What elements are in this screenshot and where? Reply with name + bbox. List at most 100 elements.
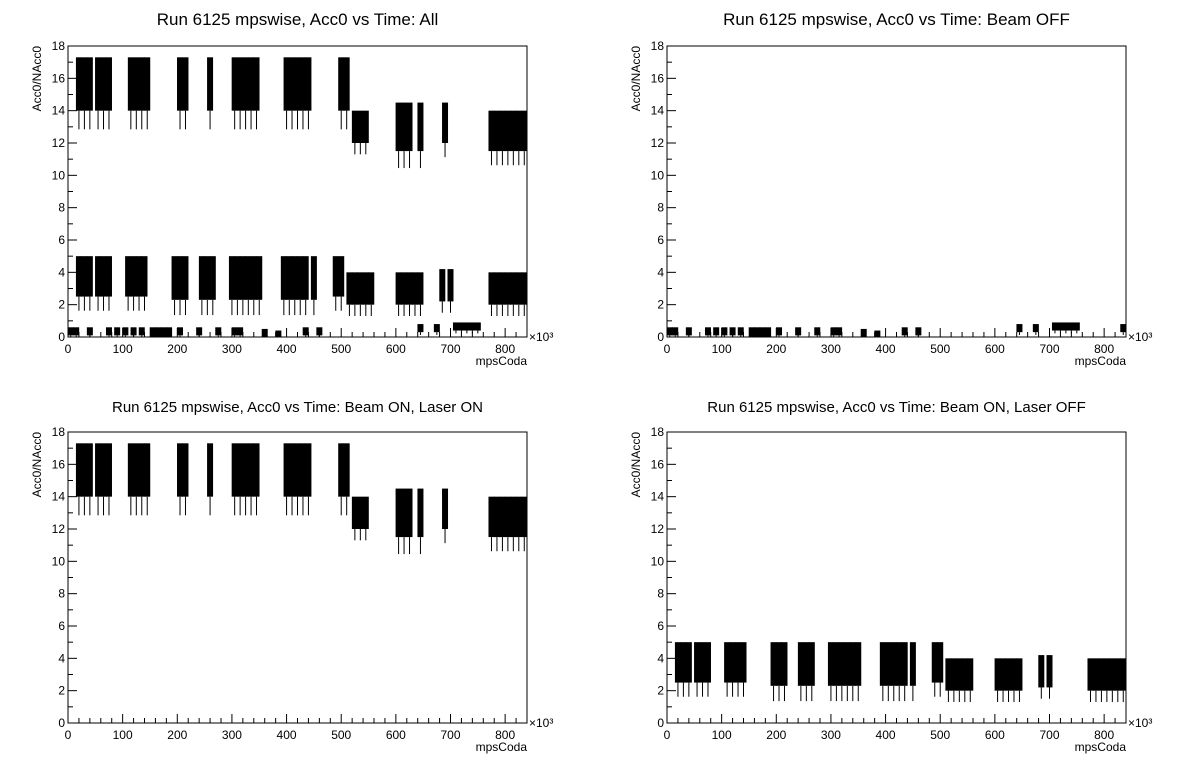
data-band	[253, 443, 260, 497]
data-band	[100, 57, 107, 111]
x-tick-label: 800	[495, 728, 515, 742]
x-tick-label: 200	[766, 728, 786, 742]
data-band	[81, 256, 88, 297]
y-tick-label: 8	[657, 587, 664, 601]
y-axis-label: Acc0/NAcc0	[629, 432, 643, 498]
data-band	[130, 327, 137, 336]
data-band	[144, 57, 151, 111]
data-band	[493, 496, 500, 538]
data-band	[198, 256, 205, 300]
data-band	[138, 57, 145, 111]
y-tick-label: 0	[657, 330, 664, 344]
data-band	[945, 658, 952, 691]
y-tick-label: 18	[52, 425, 66, 439]
data-band	[357, 496, 364, 529]
data-band	[310, 256, 317, 300]
chart-panel-4: Run 6125 mpswise, Acc0 vs Time: Beam ON,…	[629, 399, 1152, 754]
data-band	[343, 57, 350, 111]
x-tick-label: 400	[876, 728, 896, 742]
x-tick-label: 500	[331, 342, 351, 356]
y-tick-label: 4	[58, 651, 65, 665]
data-band	[351, 272, 358, 305]
data-band	[105, 57, 112, 111]
data-band	[338, 443, 345, 497]
data-band	[1046, 655, 1053, 688]
y-tick-label: 2	[657, 298, 664, 312]
data-band	[950, 658, 957, 691]
data-band	[759, 327, 766, 337]
data-band	[95, 256, 102, 297]
data-band	[234, 256, 241, 300]
data-band	[207, 57, 214, 111]
x-tick-label: 100	[113, 728, 133, 742]
data-band	[781, 642, 788, 686]
data-band	[860, 328, 867, 337]
data-band	[724, 642, 731, 683]
chart-panel-3: Run 6125 mpswise, Acc0 vs Time: Beam ON,…	[30, 399, 553, 754]
data-band	[182, 256, 189, 300]
data-band	[242, 57, 249, 111]
data-band	[844, 642, 851, 686]
data-band	[250, 256, 257, 300]
data-band	[294, 57, 301, 111]
y-tick-label: 6	[657, 619, 664, 633]
data-band	[171, 256, 178, 300]
data-band	[395, 488, 402, 538]
x-tick-label: 100	[712, 728, 732, 742]
data-band	[442, 488, 449, 529]
data-band	[510, 272, 517, 305]
data-band	[740, 642, 747, 683]
data-band	[275, 330, 282, 337]
data-band	[141, 256, 148, 297]
data-band	[215, 327, 222, 336]
series-beam-off	[67, 322, 481, 337]
y-tick-label: 14	[651, 104, 665, 118]
data-band	[196, 327, 203, 336]
data-band	[149, 327, 156, 337]
data-band	[735, 642, 742, 683]
data-band	[362, 110, 369, 143]
x-tick-label: 600	[386, 728, 406, 742]
data-band	[1114, 658, 1121, 691]
y-tick-label: 2	[58, 684, 65, 698]
data-band	[1032, 324, 1039, 333]
y-tick-label: 6	[657, 233, 664, 247]
x-tick-label: 500	[930, 342, 950, 356]
data-band	[967, 658, 974, 691]
data-band	[1109, 658, 1116, 691]
data-band	[283, 57, 290, 111]
data-band	[515, 110, 522, 152]
data-band	[515, 272, 522, 305]
data-band	[493, 110, 500, 152]
x-tick-label: 400	[277, 728, 297, 742]
data-band	[351, 496, 358, 529]
x-axis-label: mpsCoda	[476, 740, 528, 754]
y-tick-label: 8	[58, 201, 65, 215]
y-tick-label: 16	[651, 457, 665, 471]
y-tick-label: 0	[657, 716, 664, 730]
data-band	[75, 256, 82, 297]
y-tick-label: 12	[651, 522, 665, 536]
data-band	[1010, 658, 1017, 691]
data-band	[105, 327, 112, 336]
data-band	[125, 256, 132, 297]
data-band	[237, 327, 244, 336]
y-tick-label: 10	[52, 168, 66, 182]
data-band	[1005, 658, 1012, 691]
x-tick-label: 700	[1039, 342, 1059, 356]
x-tick-label: 800	[495, 342, 515, 356]
data-band	[75, 57, 82, 111]
data-band	[86, 57, 93, 111]
data-band	[901, 642, 908, 686]
data-band	[521, 496, 528, 538]
data-band	[302, 256, 309, 300]
data-band	[504, 110, 511, 152]
data-band	[299, 443, 306, 497]
data-band	[95, 443, 102, 497]
data-band	[808, 642, 815, 686]
data-band	[879, 642, 886, 686]
x-multiplier: ×10³	[1128, 716, 1152, 730]
data-band	[357, 272, 364, 305]
data-band	[67, 327, 74, 336]
